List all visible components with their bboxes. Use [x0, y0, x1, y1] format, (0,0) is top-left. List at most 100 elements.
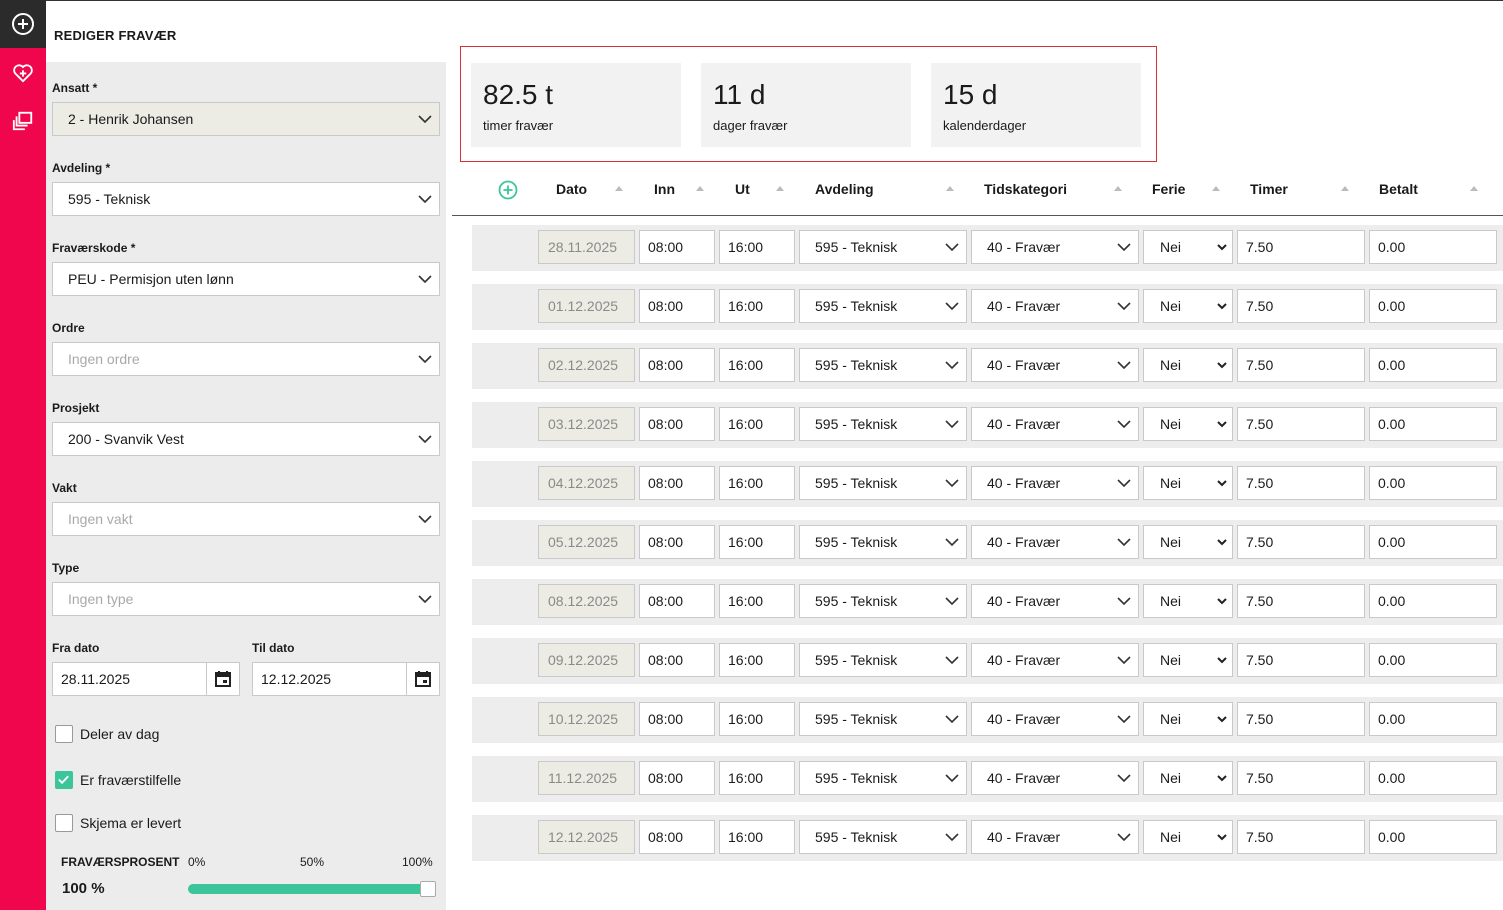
- betalt-input[interactable]: 0.00: [1369, 466, 1497, 500]
- betalt-input[interactable]: 0.00: [1369, 761, 1497, 795]
- avdeling-row-select[interactable]: 595 - Teknisk: [799, 348, 967, 382]
- ut-input[interactable]: 16:00: [719, 643, 795, 677]
- ferie-select[interactable]: Nei: [1143, 761, 1233, 795]
- deler-av-dag-checkbox[interactable]: [55, 725, 73, 743]
- skjema-levert-checkbox[interactable]: [55, 814, 73, 832]
- inn-input[interactable]: 08:00: [639, 407, 715, 441]
- inn-input[interactable]: 08:00: [639, 525, 715, 559]
- inn-input[interactable]: 08:00: [639, 289, 715, 323]
- tidskategori-select[interactable]: 40 - Fravær: [971, 702, 1139, 736]
- sort-icon[interactable]: [1113, 184, 1123, 192]
- til-dato-input[interactable]: 12.12.2025: [252, 662, 407, 696]
- betalt-input[interactable]: 0.00: [1369, 407, 1497, 441]
- ferie-select[interactable]: Nei: [1143, 525, 1233, 559]
- avdeling-row-select[interactable]: 595 - Teknisk: [799, 820, 967, 854]
- avdeling-select[interactable]: 595 - Teknisk: [52, 182, 440, 216]
- timer-input[interactable]: 7.50: [1237, 761, 1365, 795]
- ferie-select[interactable]: Nei: [1143, 584, 1233, 618]
- timer-input[interactable]: 7.50: [1237, 348, 1365, 382]
- tidskategori-select[interactable]: 40 - Fravær: [971, 407, 1139, 441]
- sort-icon[interactable]: [1340, 184, 1350, 192]
- heart-plus-icon[interactable]: [0, 58, 46, 88]
- ferie-select[interactable]: Nei: [1143, 702, 1233, 736]
- ferie-select[interactable]: Nei: [1143, 230, 1233, 264]
- timer-input[interactable]: 7.50: [1237, 643, 1365, 677]
- er-fravaerstilfelle-checkbox[interactable]: [55, 771, 73, 789]
- ferie-select[interactable]: Nei: [1143, 289, 1233, 323]
- ut-input[interactable]: 16:00: [719, 289, 795, 323]
- sort-icon[interactable]: [1211, 184, 1221, 192]
- sort-icon[interactable]: [945, 184, 955, 192]
- col-header-tidskategori[interactable]: Tidskategori: [984, 181, 1067, 197]
- betalt-input[interactable]: 0.00: [1369, 230, 1497, 264]
- col-header-avdeling[interactable]: Avdeling: [815, 181, 874, 197]
- col-header-ferie[interactable]: Ferie: [1152, 181, 1186, 197]
- ut-input[interactable]: 16:00: [719, 230, 795, 264]
- prosjekt-select[interactable]: 200 - Svanvik Vest: [52, 422, 440, 456]
- timer-input[interactable]: 7.50: [1237, 407, 1365, 441]
- fravaerskode-select[interactable]: PEU - Permisjon uten lønn: [52, 262, 440, 296]
- ut-input[interactable]: 16:00: [719, 820, 795, 854]
- col-header-ut[interactable]: Ut: [735, 181, 750, 197]
- tidskategori-select[interactable]: 40 - Fravær: [971, 643, 1139, 677]
- timer-input[interactable]: 7.50: [1237, 230, 1365, 264]
- ferie-select[interactable]: Nei: [1143, 466, 1233, 500]
- tidskategori-select[interactable]: 40 - Fravær: [971, 761, 1139, 795]
- ferie-select[interactable]: Nei: [1143, 348, 1233, 382]
- sort-icon[interactable]: [695, 184, 705, 192]
- betalt-input[interactable]: 0.00: [1369, 525, 1497, 559]
- type-select[interactable]: Ingen type: [52, 582, 440, 616]
- sort-icon[interactable]: [1469, 184, 1479, 192]
- tidskategori-select[interactable]: 40 - Fravær: [971, 289, 1139, 323]
- ut-input[interactable]: 16:00: [719, 525, 795, 559]
- fravaersprosent-slider-track[interactable]: [188, 884, 436, 894]
- betalt-input[interactable]: 0.00: [1369, 289, 1497, 323]
- col-header-inn[interactable]: Inn: [654, 181, 675, 197]
- ut-input[interactable]: 16:00: [719, 761, 795, 795]
- timer-input[interactable]: 7.50: [1237, 702, 1365, 736]
- tidskategori-select[interactable]: 40 - Fravær: [971, 230, 1139, 264]
- sort-icon[interactable]: [775, 184, 785, 192]
- tidskategori-select[interactable]: 40 - Fravær: [971, 525, 1139, 559]
- add-circle-icon[interactable]: [0, 0, 46, 48]
- avdeling-row-select[interactable]: 595 - Teknisk: [799, 230, 967, 264]
- avdeling-row-select[interactable]: 595 - Teknisk: [799, 584, 967, 618]
- betalt-input[interactable]: 0.00: [1369, 702, 1497, 736]
- timer-input[interactable]: 7.50: [1237, 289, 1365, 323]
- calendar-icon[interactable]: [406, 662, 440, 696]
- ut-input[interactable]: 16:00: [719, 466, 795, 500]
- copy-stack-icon[interactable]: [0, 106, 46, 136]
- avdeling-row-select[interactable]: 595 - Teknisk: [799, 702, 967, 736]
- tidskategori-select[interactable]: 40 - Fravær: [971, 348, 1139, 382]
- betalt-input[interactable]: 0.00: [1369, 348, 1497, 382]
- inn-input[interactable]: 08:00: [639, 230, 715, 264]
- timer-input[interactable]: 7.50: [1237, 584, 1365, 618]
- calendar-icon[interactable]: [206, 662, 240, 696]
- avdeling-row-select[interactable]: 595 - Teknisk: [799, 289, 967, 323]
- inn-input[interactable]: 08:00: [639, 820, 715, 854]
- vakt-select[interactable]: Ingen vakt: [52, 502, 440, 536]
- add-row-icon[interactable]: [498, 180, 518, 200]
- timer-input[interactable]: 7.50: [1237, 466, 1365, 500]
- timer-input[interactable]: 7.50: [1237, 525, 1365, 559]
- betalt-input[interactable]: 0.00: [1369, 584, 1497, 618]
- avdeling-row-select[interactable]: 595 - Teknisk: [799, 525, 967, 559]
- ut-input[interactable]: 16:00: [719, 348, 795, 382]
- ansatt-select[interactable]: 2 - Henrik Johansen: [52, 102, 440, 136]
- avdeling-row-select[interactable]: 595 - Teknisk: [799, 407, 967, 441]
- col-header-betalt[interactable]: Betalt: [1379, 181, 1418, 197]
- ut-input[interactable]: 16:00: [719, 584, 795, 618]
- fravaersprosent-slider-handle[interactable]: [420, 881, 436, 897]
- col-header-dato[interactable]: Dato: [556, 181, 588, 197]
- sort-icon[interactable]: [614, 184, 624, 192]
- ordre-select[interactable]: Ingen ordre: [52, 342, 440, 376]
- tidskategori-select[interactable]: 40 - Fravær: [971, 584, 1139, 618]
- avdeling-row-select[interactable]: 595 - Teknisk: [799, 643, 967, 677]
- timer-input[interactable]: 7.50: [1237, 820, 1365, 854]
- ferie-select[interactable]: Nei: [1143, 643, 1233, 677]
- col-header-timer[interactable]: Timer: [1250, 181, 1288, 197]
- avdeling-row-select[interactable]: 595 - Teknisk: [799, 466, 967, 500]
- inn-input[interactable]: 08:00: [639, 761, 715, 795]
- betalt-input[interactable]: 0.00: [1369, 643, 1497, 677]
- avdeling-row-select[interactable]: 595 - Teknisk: [799, 761, 967, 795]
